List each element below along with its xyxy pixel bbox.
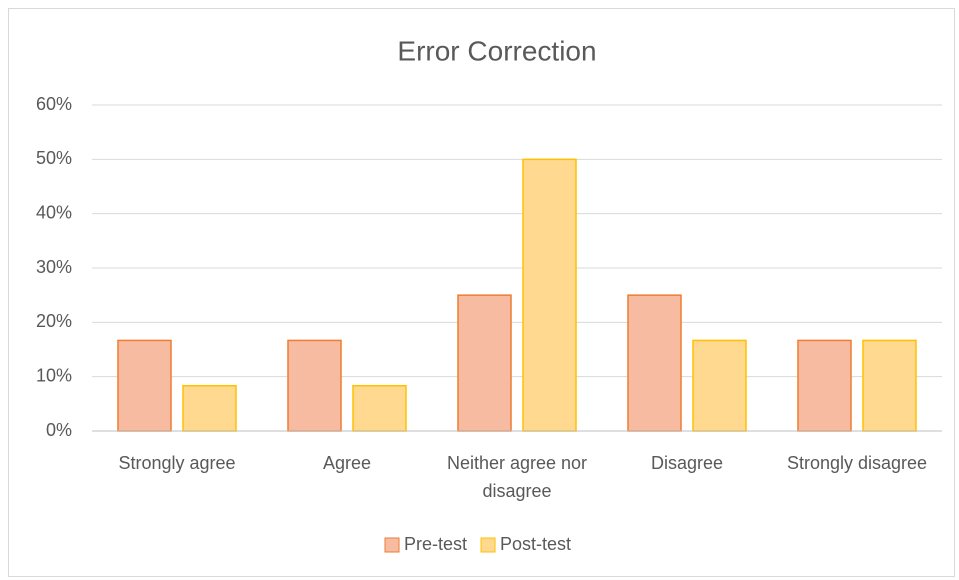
y-tick-label: 30% xyxy=(36,257,72,277)
y-tick-label: 0% xyxy=(46,420,72,440)
bar xyxy=(287,339,342,432)
bar xyxy=(692,339,747,432)
x-tick-label: Neither agree nor disagree xyxy=(446,453,588,501)
y-tick-label: 10% xyxy=(36,365,72,385)
y-tick-label: 60% xyxy=(36,94,72,114)
x-tick-label: Disagree xyxy=(650,453,724,473)
y-tick-label: 40% xyxy=(36,202,72,222)
y-tick-label: 50% xyxy=(36,148,72,168)
chart-title: Error Correction xyxy=(397,35,596,66)
x-tick-label: Strongly agree xyxy=(118,453,236,473)
legend-swatch xyxy=(384,537,400,553)
x-tick-label: Agree xyxy=(322,453,372,473)
bar xyxy=(117,339,172,432)
y-tick-label: 20% xyxy=(36,311,72,331)
bar xyxy=(522,158,577,432)
chart-border xyxy=(8,8,955,577)
x-tick-label: Strongly disagree xyxy=(786,453,928,473)
legend-swatch xyxy=(480,537,496,553)
bar xyxy=(797,339,852,432)
bar xyxy=(862,339,917,432)
legend-label: Pre-test xyxy=(404,534,467,554)
bar xyxy=(182,384,237,432)
bar xyxy=(352,384,407,432)
bar xyxy=(627,294,682,432)
bar xyxy=(457,294,512,432)
legend-label: Post-test xyxy=(500,534,571,554)
